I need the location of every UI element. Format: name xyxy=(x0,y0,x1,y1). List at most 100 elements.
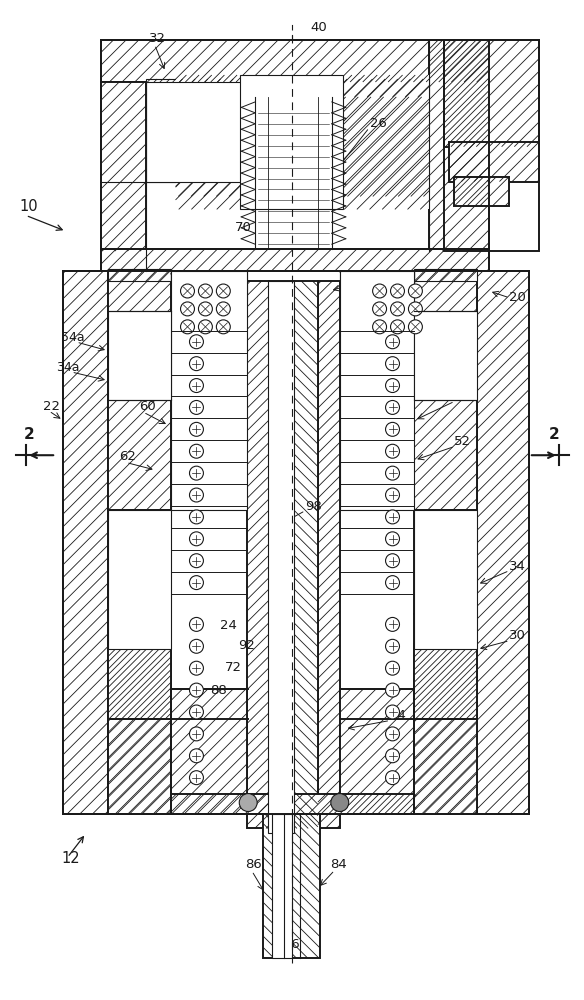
Bar xyxy=(108,614,171,814)
Bar xyxy=(176,97,255,196)
Circle shape xyxy=(385,639,399,653)
Bar xyxy=(429,40,489,251)
Text: 12: 12 xyxy=(61,851,80,866)
Text: 22: 22 xyxy=(43,400,60,413)
Bar xyxy=(108,271,171,510)
Bar xyxy=(108,269,171,281)
Bar xyxy=(145,79,429,97)
Circle shape xyxy=(385,357,399,371)
Bar xyxy=(454,177,509,206)
Circle shape xyxy=(385,444,399,458)
Text: 20: 20 xyxy=(509,291,526,304)
Bar xyxy=(145,82,176,182)
Bar xyxy=(340,97,429,196)
Bar xyxy=(63,271,108,814)
Text: 78: 78 xyxy=(357,271,374,284)
Circle shape xyxy=(189,510,203,524)
Text: 54: 54 xyxy=(454,390,471,403)
Text: 84: 84 xyxy=(330,858,346,871)
Bar xyxy=(415,644,477,719)
Circle shape xyxy=(385,335,399,349)
Bar xyxy=(263,814,320,958)
Text: 14: 14 xyxy=(390,709,406,722)
Bar xyxy=(340,271,415,301)
Circle shape xyxy=(199,320,213,334)
Circle shape xyxy=(189,488,203,502)
Bar xyxy=(176,97,255,196)
Bar xyxy=(415,614,477,814)
Bar xyxy=(415,719,477,814)
Circle shape xyxy=(385,576,399,590)
Bar xyxy=(318,281,340,828)
Bar xyxy=(171,794,416,814)
Circle shape xyxy=(385,532,399,546)
Bar xyxy=(108,644,171,719)
Bar xyxy=(454,177,509,206)
Circle shape xyxy=(385,771,399,785)
Circle shape xyxy=(385,683,399,697)
Bar xyxy=(269,281,318,828)
Circle shape xyxy=(385,488,399,502)
Bar xyxy=(429,40,489,251)
Bar xyxy=(101,82,145,251)
Circle shape xyxy=(216,302,230,316)
Bar xyxy=(108,719,171,814)
Text: 10: 10 xyxy=(19,199,38,214)
Bar xyxy=(171,689,247,814)
Bar xyxy=(395,271,415,283)
Bar xyxy=(449,142,539,182)
Bar xyxy=(415,269,477,281)
Bar xyxy=(415,271,477,510)
Circle shape xyxy=(189,683,203,697)
Circle shape xyxy=(189,705,203,719)
Bar xyxy=(415,269,477,281)
Bar xyxy=(176,75,240,209)
Circle shape xyxy=(385,510,399,524)
Circle shape xyxy=(385,554,399,568)
Circle shape xyxy=(189,576,203,590)
Circle shape xyxy=(189,466,203,480)
Bar xyxy=(108,510,171,649)
Circle shape xyxy=(408,302,422,316)
Circle shape xyxy=(391,302,405,316)
Bar xyxy=(415,644,477,719)
Text: 26: 26 xyxy=(370,117,387,130)
Bar xyxy=(101,40,489,82)
Bar xyxy=(171,271,190,283)
Bar xyxy=(415,614,477,814)
Text: 24: 24 xyxy=(220,619,237,632)
Bar xyxy=(108,271,171,510)
Text: 2: 2 xyxy=(24,427,34,442)
Bar xyxy=(145,82,176,182)
Bar xyxy=(240,75,343,209)
Circle shape xyxy=(385,705,399,719)
Circle shape xyxy=(189,335,203,349)
Bar xyxy=(477,271,529,814)
Bar xyxy=(415,719,477,814)
Circle shape xyxy=(373,302,387,316)
Circle shape xyxy=(331,794,349,812)
Circle shape xyxy=(385,400,399,414)
Bar xyxy=(415,510,477,614)
Bar xyxy=(415,311,477,400)
Bar xyxy=(395,271,415,283)
Bar xyxy=(247,281,269,828)
Circle shape xyxy=(189,400,203,414)
Bar xyxy=(263,814,320,958)
Circle shape xyxy=(385,466,399,480)
Bar xyxy=(477,271,529,814)
Bar xyxy=(340,97,429,196)
Circle shape xyxy=(391,320,405,334)
Bar xyxy=(444,40,539,147)
Bar xyxy=(415,271,477,510)
Bar xyxy=(268,281,294,833)
Circle shape xyxy=(189,554,203,568)
Bar xyxy=(269,281,318,828)
Text: 2: 2 xyxy=(548,427,559,442)
Bar xyxy=(108,510,171,614)
Text: 86: 86 xyxy=(245,858,262,871)
Circle shape xyxy=(180,302,194,316)
Bar xyxy=(171,689,247,814)
Text: 30: 30 xyxy=(509,629,526,642)
Bar xyxy=(340,271,415,510)
